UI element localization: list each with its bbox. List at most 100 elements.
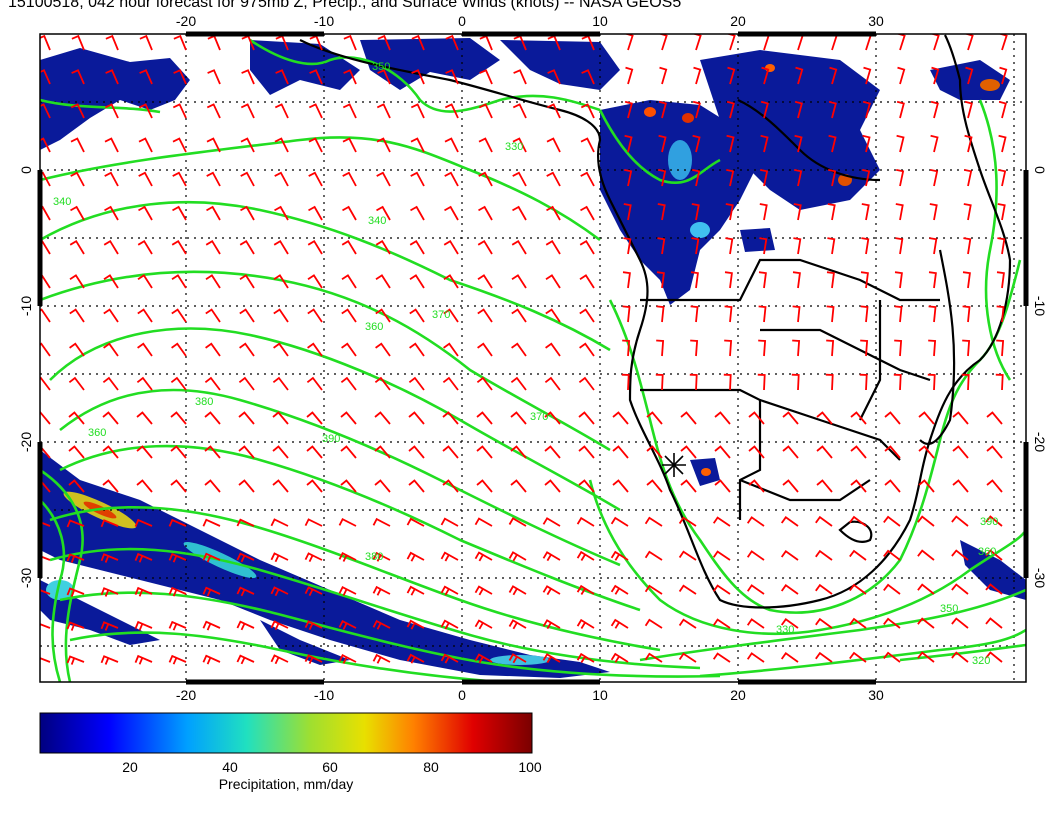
wind-barb (849, 651, 867, 663)
contour-label: 320 (972, 655, 990, 667)
wind-barb (508, 551, 527, 562)
wind-barb (850, 479, 867, 493)
wind-barb (996, 271, 1005, 289)
wind-barb (40, 171, 51, 187)
wind-barb (205, 274, 221, 289)
wind-barb (576, 584, 595, 595)
wind-barb (170, 376, 187, 391)
wind-barb (726, 169, 735, 187)
colorbar-label: Precipitation, mm/day (219, 776, 354, 792)
wind-barb (928, 305, 937, 323)
wind-barb (576, 618, 595, 629)
wind-barb (172, 205, 187, 221)
asterisk-marker-icon (662, 453, 686, 477)
wind-barb (725, 203, 734, 221)
wind-barb (513, 69, 527, 85)
wind-barb (678, 618, 697, 629)
wind-barb (793, 237, 802, 255)
wind-barb (862, 169, 871, 187)
contour-labels: 350 330 340 360 370 380 390 360 370 380 … (53, 61, 998, 667)
wind-barb (964, 169, 973, 187)
wind-barb (815, 617, 833, 629)
wind-barb (341, 239, 357, 255)
wind-barb (952, 479, 969, 493)
map-title: 15100518, 042 hour forecast for 975mb Z,… (8, 0, 682, 11)
wind-barb (680, 445, 697, 459)
wind-barb (100, 519, 119, 528)
wind-barb (624, 100, 633, 119)
wind-barb (308, 205, 323, 221)
wind-barb (273, 342, 289, 357)
wind-barb (411, 34, 425, 51)
wind-barb (794, 169, 803, 187)
wind-barb (445, 34, 459, 51)
wind-barb (578, 479, 595, 493)
wind-barb (308, 103, 323, 119)
wind-barb (40, 376, 51, 391)
wind-barb (307, 239, 323, 255)
wind-barb (202, 518, 221, 527)
contour-label: 390 (980, 516, 998, 528)
wind-barb (761, 66, 770, 85)
wind-barb (137, 274, 153, 289)
wind-barb (406, 653, 425, 664)
wind-barb (70, 171, 85, 187)
wind-barb (644, 652, 663, 663)
wind-barb (625, 34, 634, 51)
wind-barb (712, 550, 731, 561)
wind-barb (692, 100, 701, 119)
wind-barb (206, 103, 221, 119)
wind-barb (40, 411, 51, 425)
wind-barb (985, 583, 1003, 595)
wind-barb (375, 342, 391, 357)
wind-barb (274, 137, 289, 153)
wind-barb (510, 376, 527, 391)
wind-barb (408, 376, 425, 391)
lat-tick-label: -30 (1032, 568, 1048, 588)
wind-barb (406, 517, 425, 527)
wind-barb (274, 171, 289, 187)
wind-barb (792, 271, 801, 289)
wind-barb (168, 654, 187, 665)
wind-barb (748, 479, 765, 493)
wind-barb (816, 479, 833, 493)
wind-barb (580, 103, 595, 119)
wind-barb (542, 551, 561, 562)
precipitation-hotspots (46, 64, 1000, 665)
wind-barb (883, 617, 901, 629)
wind-barb (723, 373, 732, 391)
wind-barb (440, 585, 459, 596)
wind-barb (760, 134, 769, 153)
wind-barb (238, 445, 255, 459)
wind-barb (815, 651, 833, 663)
wind-barb (137, 239, 153, 255)
wind-barb (306, 445, 323, 459)
wind-barb (40, 521, 51, 527)
wind-barb (410, 137, 425, 153)
wind-barb (410, 205, 425, 221)
wind-barb (238, 479, 255, 493)
wind-barb (275, 69, 289, 85)
wind-barb (860, 271, 869, 289)
precip-colorbar: 20 40 60 80 100 Precipitation, mm/day (39, 712, 542, 792)
wind-barb (655, 373, 664, 391)
lat-tick-labels-right: 0 -10 -20 -30 (1032, 166, 1048, 588)
lon-tick-label: -20 (176, 13, 196, 29)
wind-barb (411, 69, 425, 85)
wind-barb (883, 651, 901, 663)
coastlines-borders (299, 34, 1012, 609)
wind-barb (374, 376, 391, 391)
wind-barb (610, 584, 629, 595)
wind-barb (964, 134, 973, 153)
wind-barb (623, 203, 632, 221)
wind-barb (714, 445, 731, 459)
wind-barb (794, 100, 803, 119)
wind-barb (931, 66, 940, 85)
wind-barb (918, 445, 935, 459)
colorbar-tick: 100 (518, 759, 542, 775)
wind-barb (443, 239, 459, 255)
wind-barb (171, 239, 187, 255)
wind-barb (375, 274, 391, 289)
wind-barb (134, 654, 153, 665)
wind-barb (442, 479, 459, 493)
